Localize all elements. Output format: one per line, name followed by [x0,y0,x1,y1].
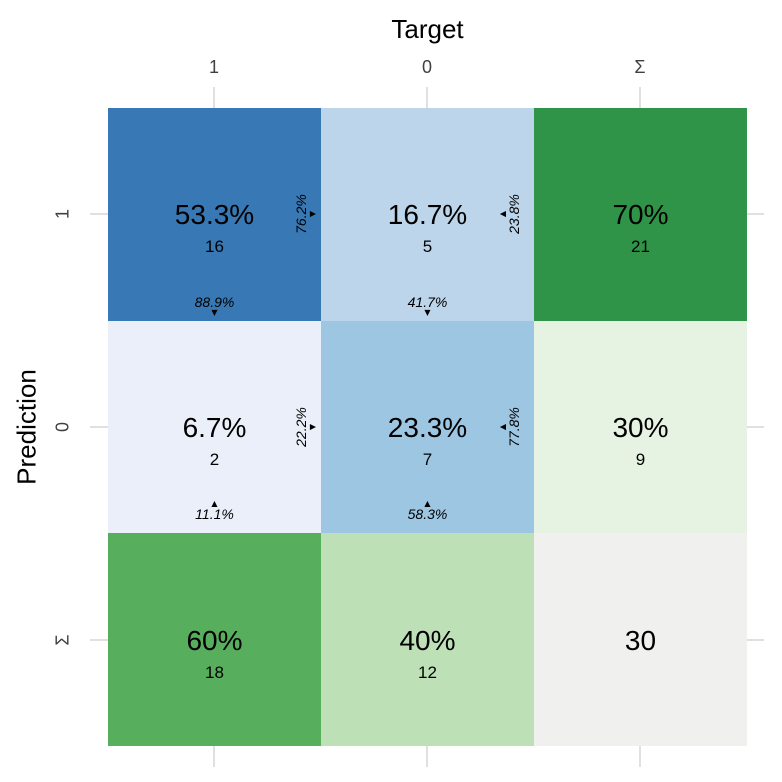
y-tick-label-0-text: 0 [52,421,73,433]
cell-percent: 60% [186,624,243,656]
row-percentage-text: 23.8% [505,194,522,235]
tile-pred-0-target-0: 23.3% 7 ▲ 58.3% 77.8% ▲ [321,320,534,534]
tile-pred-1-sum: 70% 21 [534,108,747,321]
cell-percent: 53.3% [174,199,255,231]
cell-count: 21 [631,237,650,257]
column-percentage: 88.9% ▼ [108,293,321,317]
row-percentage-text: 77.8% [505,407,522,447]
cell-percent: 6.7% [182,412,247,444]
tile-sum-target-0: 40% 12 [321,533,534,746]
cell-percent: 70% [612,199,669,231]
axis-tick [90,426,108,428]
tile-pred-1-target-0: 16.7% 5 41.7% ▼ 23.8% ▲ [321,108,534,321]
axis-tick [213,746,215,767]
arrow-left-icon: ▲ [497,423,507,431]
arrow-down-icon: ▼ [424,307,431,317]
cell-percent: 16.7% [387,199,468,231]
cell-count: 16 [205,237,224,257]
arrow-left-icon: ▲ [497,211,507,218]
cell-percent: 30% [612,412,669,444]
row-percentage-text: 22.2% [292,407,309,447]
axis-tick [426,746,428,767]
row-percentage: 77.8% ▲ [498,407,522,447]
cell-count: 12 [418,662,437,682]
tile-pred-0-target-1: 6.7% 2 ▲ 11.1% 22.2% ▼ [108,320,321,534]
column-percentage-text: 58.3% [407,506,448,523]
row-percentage-text: 76.2% [292,194,309,235]
row-percentage: 76.2% ▼ [292,194,317,235]
x-tick-label-1: 1 [208,57,219,77]
y-axis-title: Prediction [11,369,42,485]
column-percentage-text: 41.7% [407,293,448,310]
cell-percent: 30 [624,624,657,656]
x-axis-title: Target [391,14,464,44]
cell-count: 5 [422,237,433,257]
cell-count: 7 [422,449,433,469]
x-tick-label-0: 0 [421,57,432,77]
arrow-down-icon: ▼ [211,307,218,317]
row-percentage: 22.2% ▼ [292,407,317,447]
cell-count: 2 [209,449,220,469]
arrow-up-icon: ▲ [424,499,431,509]
axis-tick [426,87,428,108]
axis-tick [90,639,108,641]
column-percentage-text: 88.9% [194,293,235,310]
tile-sum-total: 30 [534,533,747,746]
arrow-right-icon: ▼ [307,423,317,431]
axis-tick [90,213,108,215]
row-percentage: 23.8% ▲ [498,194,522,235]
cell-percent: 40% [399,624,456,656]
tile-sum-target-1: 60% 18 [108,533,321,746]
axis-tick [747,426,764,428]
tile-pred-0-sum: 30% 9 [534,320,747,534]
column-percentage: 41.7% ▼ [321,293,534,317]
y-tick-label-1-text: 1 [52,208,73,220]
axis-tick [213,87,215,108]
y-tick-label-sum-text: Σ [52,634,73,646]
column-percentage: ▲ 58.3% [321,499,534,523]
axis-tick [747,213,764,215]
cell-count: 9 [635,449,646,469]
arrow-up-icon: ▲ [211,499,218,509]
column-percentage: ▲ 11.1% [108,499,321,523]
cell-count: 18 [205,662,224,682]
column-percentage-text: 11.1% [195,506,234,523]
x-tick-label-sum: Σ [634,57,646,77]
arrow-right-icon: ▼ [307,211,317,218]
matrix-panel: 53.3% 16 88.9% ▼ 76.2% ▼ 16.7% 5 41.7% ▼… [108,108,747,746]
cell-percent: 23.3% [387,412,468,444]
tile-pred-1-target-1: 53.3% 16 88.9% ▼ 76.2% ▼ [108,108,321,321]
axis-tick [747,639,764,641]
axis-tick [639,746,641,767]
axis-tick [639,87,641,108]
